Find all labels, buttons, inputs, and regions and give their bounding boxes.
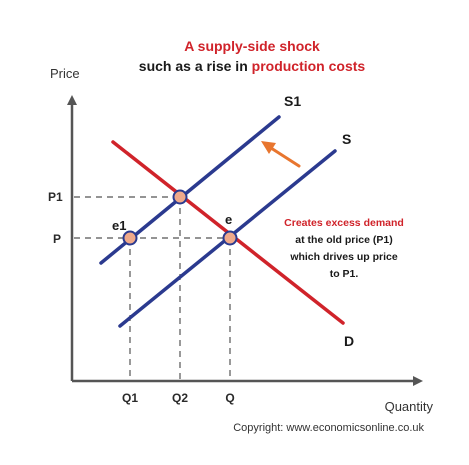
annotation-line3: which drives up price [289, 251, 398, 263]
guide-lines [74, 196, 231, 379]
diagram-title-line2: such as a rise in production costs [139, 58, 366, 74]
curve-label-s: S [342, 131, 351, 147]
point-e1 [122, 230, 138, 246]
tick-label-q1: Q1 [122, 391, 138, 405]
curve-label-s1: S1 [284, 93, 301, 109]
tick-label-q2: Q2 [172, 391, 188, 405]
title-line2-prefix: such as a rise in [139, 58, 252, 74]
x-axis-label: Quantity [385, 399, 434, 414]
copyright-text: Copyright: www.economicsonline.co.uk [233, 422, 424, 434]
diagram-title-line1: A supply-side shock [184, 38, 320, 54]
intersection-point-p1 [172, 189, 188, 205]
tick-label-p1: P1 [48, 190, 63, 204]
tick-label-q: Q [225, 391, 234, 405]
shift-arrow-icon [261, 141, 301, 168]
annotation-line4: to P1. [330, 268, 359, 280]
annotation-line1: Creates excess demand [284, 217, 404, 229]
curve-label-d: D [344, 333, 354, 349]
point-label-e: e [225, 212, 232, 227]
point-label-e1: e1 [112, 218, 126, 233]
tick-label-p: P [53, 232, 61, 246]
annotation-line2: at the old price (P1) [295, 234, 392, 246]
title-line2-highlight: production costs [252, 58, 366, 74]
y-axis-label: Price [50, 66, 80, 81]
point-e [222, 230, 238, 246]
